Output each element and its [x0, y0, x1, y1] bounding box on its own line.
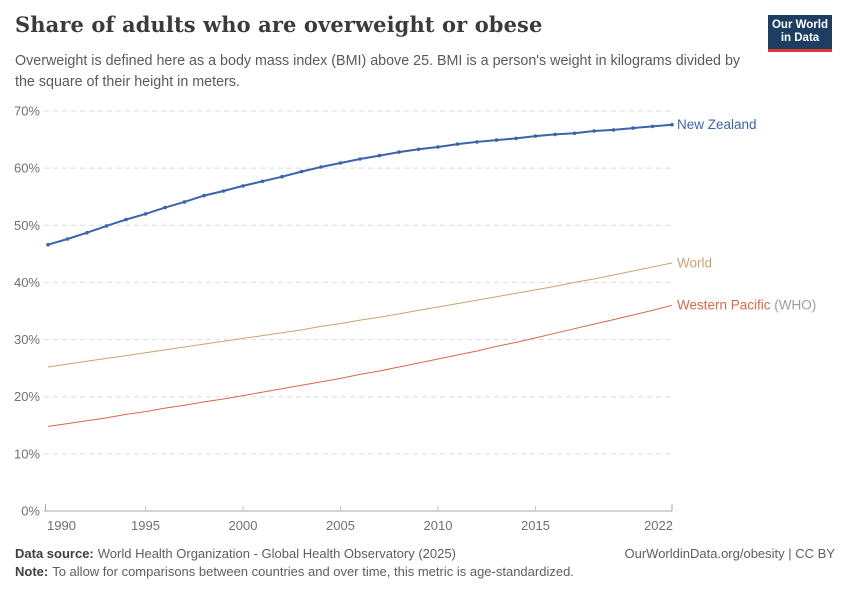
data-point-new-zealand	[241, 184, 245, 188]
data-point-new-zealand	[572, 131, 577, 136]
x-tick-label: 2015	[521, 518, 550, 533]
data-point-new-zealand	[455, 142, 460, 146]
page-title: Share of adults who are overweight or ob…	[15, 12, 543, 37]
data-point-new-zealand	[104, 224, 109, 228]
x-tick-label: 1990	[47, 518, 76, 533]
owid-logo[interactable]: Our World in Data	[768, 15, 832, 52]
note-text: To allow for comparisons between countri…	[52, 564, 574, 579]
series-line-western-pacific	[47, 304, 673, 427]
data-source-line: Data source: World Health Organization - …	[15, 546, 456, 561]
data-point-new-zealand	[436, 145, 440, 149]
x-tick-label: 2010	[424, 518, 453, 533]
data-point-new-zealand	[260, 179, 265, 184]
data-point-new-zealand	[124, 217, 128, 222]
data-point-new-zealand	[202, 193, 206, 198]
owid-logo-line1: Our World	[771, 18, 828, 31]
data-point-new-zealand	[338, 161, 343, 165]
data-point-new-zealand	[358, 157, 362, 161]
series-line-world	[47, 262, 673, 368]
data-point-new-zealand	[319, 165, 323, 169]
note-line: Note: To allow for comparisons between co…	[15, 564, 835, 579]
data-point-new-zealand	[592, 129, 596, 133]
data-point-new-zealand	[65, 237, 70, 241]
data-source-text: World Health Organization - Global Healt…	[97, 546, 456, 561]
data-point-new-zealand	[533, 134, 538, 138]
data-point-new-zealand	[221, 189, 226, 193]
data-point-new-zealand	[553, 132, 557, 137]
x-tick-label: 2022	[644, 518, 673, 533]
data-point-new-zealand	[475, 140, 479, 144]
data-point-new-zealand	[494, 138, 499, 142]
y-tick-label: 60%	[14, 161, 40, 176]
y-tick-label: 50%	[14, 218, 40, 233]
note-label: Note:	[15, 564, 49, 579]
data-point-new-zealand	[163, 205, 167, 210]
series-label-new-zealand: New Zealand	[677, 117, 757, 132]
y-tick-label: 0%	[21, 504, 40, 519]
x-tick-label: 2000	[229, 518, 258, 533]
data-point-new-zealand	[650, 124, 655, 129]
y-tick-label: 30%	[14, 332, 40, 347]
data-point-new-zealand	[143, 212, 148, 216]
owid-logo-line2: in Data	[780, 32, 820, 44]
y-tick-label: 70%	[14, 104, 40, 119]
data-point-new-zealand	[46, 242, 50, 247]
data-point-new-zealand	[280, 174, 284, 179]
data-point-new-zealand	[182, 200, 187, 204]
x-tick-label: 1995	[131, 518, 160, 533]
data-point-new-zealand	[670, 122, 674, 127]
attribution-link[interactable]: OurWorldinData.org/obesity | CC BY	[624, 546, 836, 561]
data-point-new-zealand	[299, 169, 304, 174]
y-tick-label: 20%	[14, 389, 40, 404]
data-source-label: Data source:	[15, 546, 94, 561]
chart-footer: Data source: World Health Organization - …	[15, 546, 835, 579]
data-point-new-zealand	[397, 150, 401, 154]
data-point-new-zealand	[85, 230, 89, 235]
series-line-new-zealand	[47, 123, 673, 246]
data-point-new-zealand	[416, 147, 421, 152]
data-point-new-zealand	[377, 153, 382, 158]
chart-subtitle: Overweight is defined here as a body mas…	[15, 53, 741, 90]
series-label-western-pacific: Western Pacific (WHO)	[677, 298, 816, 313]
data-point-new-zealand	[514, 136, 518, 141]
data-point-new-zealand	[631, 126, 635, 130]
data-point-new-zealand	[611, 128, 616, 132]
x-tick-label: 2005	[326, 518, 355, 533]
y-tick-label: 10%	[14, 446, 40, 461]
series-label-world: World	[677, 255, 712, 270]
y-tick-label: 40%	[14, 275, 40, 290]
